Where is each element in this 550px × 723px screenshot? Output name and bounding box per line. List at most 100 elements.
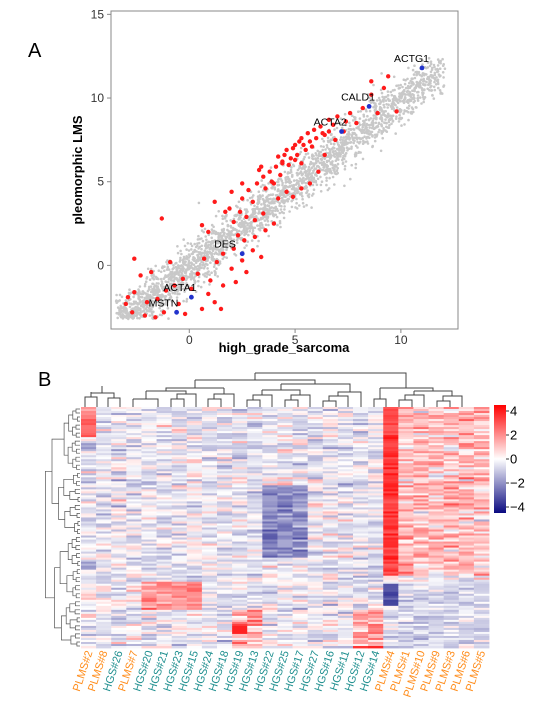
highlighted-point — [307, 181, 313, 186]
background-point — [188, 275, 191, 279]
background-point — [436, 58, 440, 61]
background-point — [210, 236, 213, 240]
background-point — [416, 90, 419, 94]
background-point — [405, 109, 409, 113]
background-point — [194, 260, 198, 263]
background-point — [372, 83, 375, 87]
background-point — [402, 93, 406, 96]
background-point — [197, 201, 201, 205]
background-point — [286, 197, 290, 201]
highlighted-point — [130, 310, 135, 315]
background-point — [384, 99, 388, 102]
highlighted-point — [223, 209, 228, 214]
background-point — [422, 78, 425, 81]
background-point — [226, 233, 230, 236]
background-point — [187, 249, 191, 252]
background-point — [174, 265, 178, 269]
background-point — [182, 263, 186, 266]
background-point — [342, 141, 346, 144]
background-point — [212, 225, 215, 229]
background-point — [435, 76, 438, 79]
background-point — [265, 196, 268, 199]
background-point — [431, 74, 435, 77]
background-point — [151, 282, 154, 286]
background-point — [192, 255, 195, 259]
background-point — [185, 300, 188, 303]
background-point — [270, 200, 274, 203]
background-point — [371, 134, 374, 137]
highlighted-point — [161, 310, 167, 315]
background-point — [388, 117, 392, 121]
background-point — [326, 167, 330, 171]
background-point — [423, 96, 427, 99]
background-point — [304, 178, 307, 181]
background-point — [340, 150, 344, 154]
background-point — [202, 267, 206, 270]
highlighted-point — [261, 211, 266, 216]
background-point — [248, 217, 251, 221]
background-point — [291, 173, 294, 177]
background-point — [314, 161, 318, 165]
background-point — [335, 126, 339, 130]
background-point — [117, 307, 121, 310]
background-point — [397, 87, 401, 90]
background-point — [155, 277, 158, 281]
background-point — [432, 63, 436, 67]
background-point — [400, 109, 403, 112]
background-point — [115, 299, 118, 302]
highlighted-point — [206, 291, 211, 297]
background-point — [329, 142, 333, 145]
background-point — [421, 91, 424, 94]
background-point — [384, 118, 387, 121]
background-point — [151, 287, 154, 291]
background-point — [338, 144, 341, 147]
background-point — [410, 110, 413, 114]
background-point — [196, 253, 199, 257]
background-point — [414, 70, 417, 74]
background-point — [226, 224, 230, 228]
background-point — [296, 168, 300, 172]
background-point — [386, 94, 390, 97]
highlighted-point — [282, 152, 287, 158]
column-dendrogram — [84, 372, 463, 407]
background-point — [204, 235, 207, 238]
row-dendrogram-branch — [64, 511, 75, 528]
background-point — [290, 187, 294, 191]
highlighted-point — [276, 196, 281, 201]
background-point — [331, 160, 334, 163]
background-point — [132, 295, 135, 299]
background-point — [338, 152, 342, 155]
background-point — [181, 284, 184, 287]
background-point — [257, 228, 261, 231]
background-point — [407, 101, 410, 104]
background-point — [378, 128, 381, 132]
background-point — [300, 167, 304, 170]
background-point — [162, 277, 166, 281]
background-point — [257, 197, 260, 200]
background-point — [301, 197, 304, 201]
background-point — [189, 242, 193, 245]
background-point — [427, 83, 430, 87]
background-point — [139, 301, 142, 304]
highlighted-point — [278, 172, 283, 178]
background-point — [293, 189, 297, 193]
background-point — [250, 239, 254, 242]
background-point — [253, 209, 256, 212]
background-point — [336, 162, 340, 166]
background-point — [319, 175, 322, 179]
background-point — [284, 195, 287, 198]
background-point — [145, 277, 148, 280]
background-point — [173, 272, 177, 276]
background-point — [266, 219, 270, 223]
background-point — [165, 268, 169, 271]
background-point — [202, 230, 205, 234]
background-point — [170, 273, 173, 277]
background-point — [270, 186, 274, 190]
highlighted-point — [240, 196, 245, 201]
background-point — [364, 118, 368, 122]
background-point — [143, 284, 147, 288]
highlighted-point — [288, 156, 293, 161]
background-point — [364, 108, 368, 111]
background-point — [368, 136, 371, 140]
background-point — [235, 241, 239, 245]
